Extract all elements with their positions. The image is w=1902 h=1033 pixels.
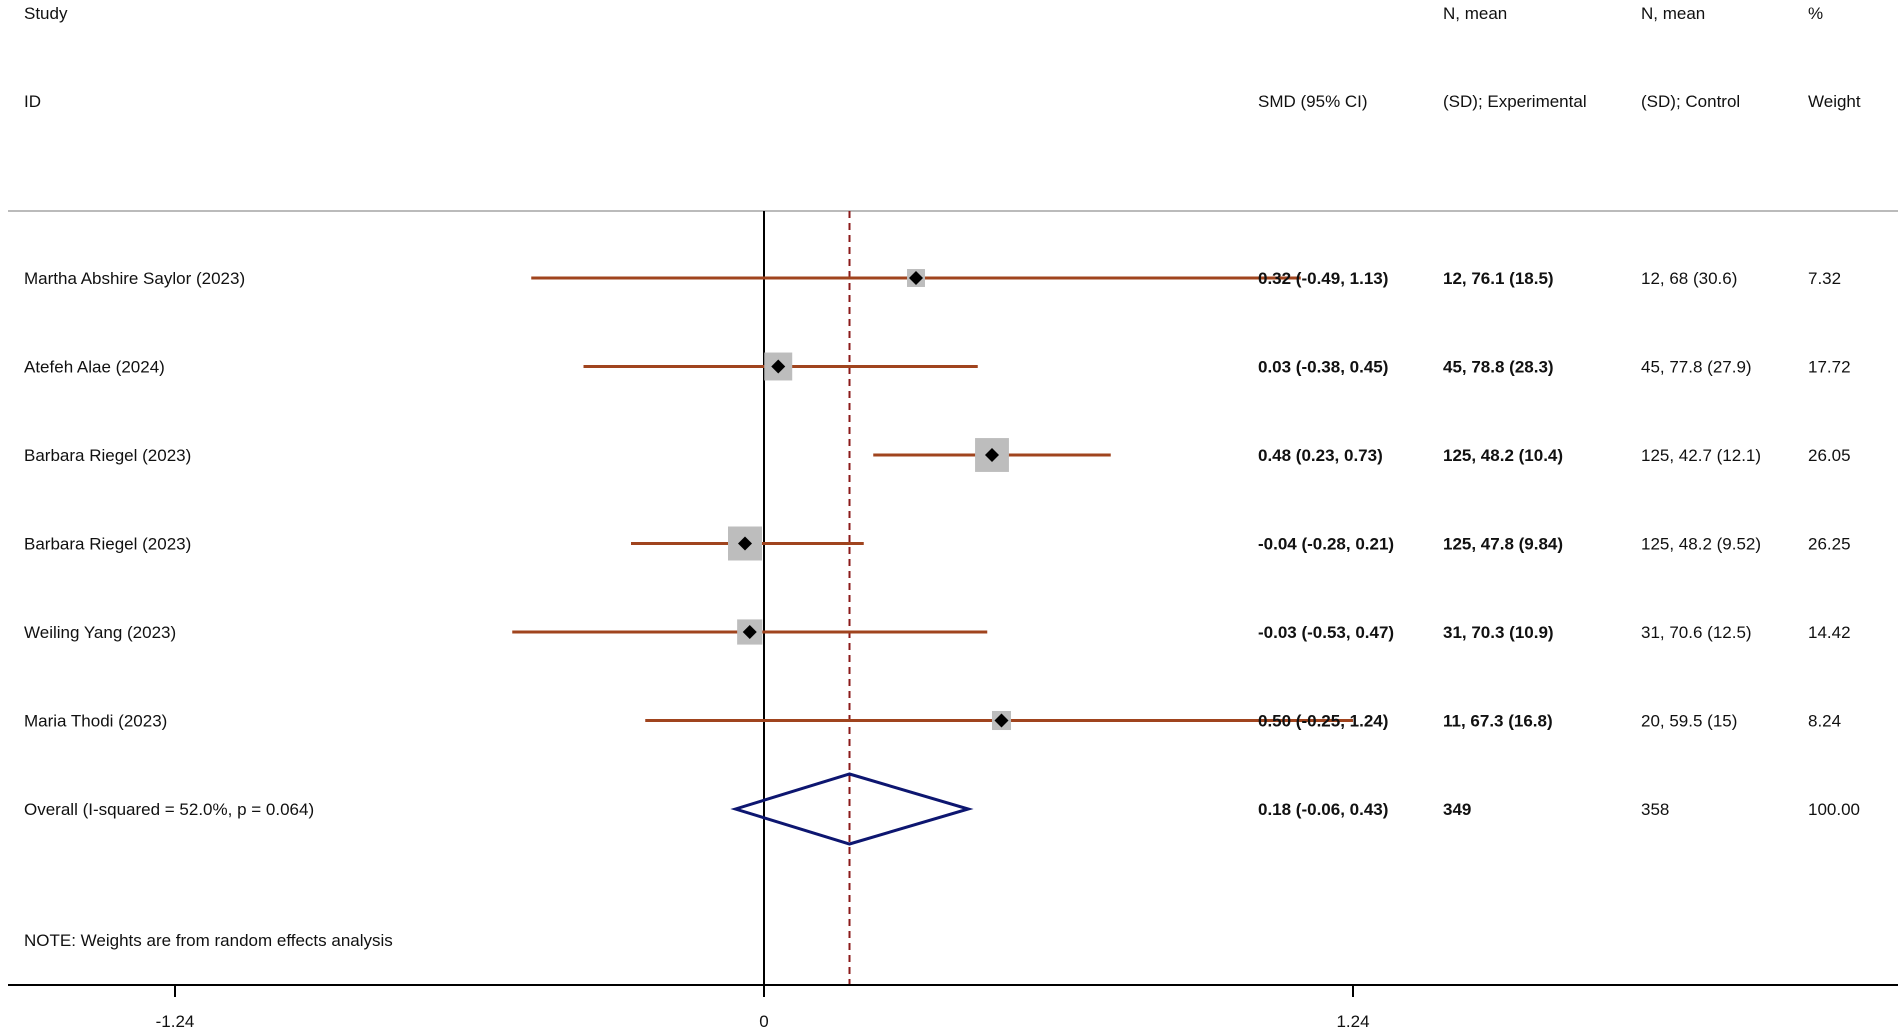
smd-ci-label: 0.48 (0.23, 0.73) — [1258, 446, 1383, 465]
weight-boxes — [728, 269, 1012, 731]
point-estimate — [985, 448, 999, 462]
study-label: Barbara Riegel (2023) — [24, 535, 191, 554]
header-weight-1: % — [1808, 4, 1823, 23]
experimental-label: 125, 47.8 (9.84) — [1443, 535, 1563, 554]
x-tick-label: 1.24 — [1336, 1012, 1369, 1031]
overall-label: Overall (I-squared = 52.0%, p = 0.064) — [24, 800, 314, 819]
header-id: ID — [24, 92, 41, 111]
experimental-label: 45, 78.8 (28.3) — [1443, 358, 1554, 377]
overall-control-label: 358 — [1641, 800, 1669, 819]
weight-label: 8.24 — [1808, 712, 1841, 731]
point-estimate — [738, 536, 752, 551]
study-label: Maria Thodi (2023) — [24, 712, 167, 731]
overall-weight-label: 100.00 — [1808, 800, 1860, 819]
point-estimate — [742, 625, 757, 639]
point-estimate — [909, 271, 923, 285]
x-tick-label: -1.24 — [156, 1012, 195, 1031]
control-label: 125, 42.7 (12.1) — [1641, 446, 1761, 465]
weight-label: 14.42 — [1808, 623, 1851, 642]
weight-label: 7.32 — [1808, 269, 1841, 288]
x-tick-label: 0 — [759, 1012, 768, 1031]
study-label: Atefeh Alae (2024) — [24, 358, 165, 377]
header-study: Study — [24, 4, 68, 23]
control-label: 20, 59.5 (15) — [1641, 712, 1737, 731]
overall-experimental-label: 349 — [1443, 800, 1471, 819]
row-text: Martha Abshire Saylor (2023) 0.32 (-0.49,… — [24, 269, 1860, 819]
point-estimate — [994, 713, 1009, 728]
weight-label: 17.72 — [1808, 358, 1851, 377]
smd-ci-label: -0.04 (-0.28, 0.21) — [1258, 535, 1394, 554]
experimental-label: 31, 70.3 (10.9) — [1443, 623, 1554, 642]
overall-diamond — [730, 772, 974, 846]
weights-note: NOTE: Weights are from random effects an… — [24, 931, 393, 950]
control-label: 31, 70.6 (12.5) — [1641, 623, 1752, 642]
overall-diamond-group — [730, 772, 974, 846]
header-smd: SMD (95% CI) — [1258, 92, 1368, 111]
point-estimates — [738, 271, 1009, 728]
weight-label: 26.25 — [1808, 535, 1851, 554]
ci-lines — [512, 276, 1353, 722]
smd-ci-label: 0.32 (-0.49, 1.13) — [1258, 269, 1388, 288]
header-control-1: N, mean — [1641, 4, 1705, 23]
control-label: 45, 77.8 (27.9) — [1641, 358, 1752, 377]
weight-label: 26.05 — [1808, 446, 1851, 465]
smd-ci-label: -0.03 (-0.53, 0.47) — [1258, 623, 1394, 642]
experimental-label: 11, 67.3 (16.8) — [1443, 712, 1553, 731]
study-label: Weiling Yang (2023) — [24, 623, 176, 642]
experimental-label: 12, 76.1 (18.5) — [1443, 269, 1554, 288]
control-label: 12, 68 (30.6) — [1641, 269, 1737, 288]
overall-smd-label: 0.18 (-0.06, 0.43) — [1258, 800, 1388, 819]
header-experimental-2: (SD); Experimental — [1443, 92, 1587, 111]
study-label: Barbara Riegel (2023) — [24, 446, 191, 465]
smd-ci-label: 0.03 (-0.38, 0.45) — [1258, 358, 1388, 377]
study-label: Martha Abshire Saylor (2023) — [24, 269, 245, 288]
header-experimental-1: N, mean — [1443, 4, 1507, 23]
x-axis-ticks: -1.24 0 1.24 — [156, 985, 1370, 1031]
header-weight-2: Weight — [1808, 92, 1861, 111]
reference-lines — [763, 211, 851, 985]
control-label: 125, 48.2 (9.52) — [1641, 535, 1761, 554]
header-control-2: (SD); Control — [1641, 92, 1740, 111]
experimental-label: 125, 48.2 (10.4) — [1443, 446, 1563, 465]
smd-ci-label: 0.50 (-0.25, 1.24) — [1258, 712, 1388, 731]
point-estimate — [771, 359, 786, 374]
